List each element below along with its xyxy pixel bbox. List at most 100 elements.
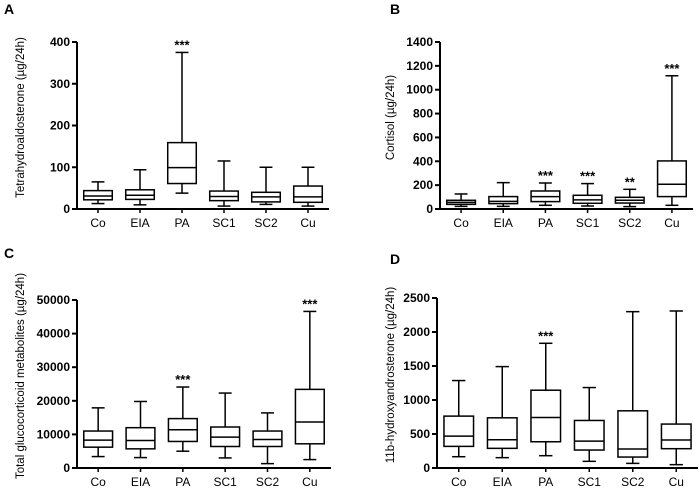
x-tick-label: SC1 <box>212 216 236 230</box>
box-co <box>445 193 477 208</box>
iqr-box <box>486 417 518 450</box>
box-eia <box>486 365 518 459</box>
y-tick-label: 400 <box>413 154 433 168</box>
y-axis-label: Total glucocorticoid metabolites (µg/24h… <box>15 273 27 479</box>
box-sc1 <box>210 392 241 459</box>
iqr-box <box>660 423 692 450</box>
significance-marker: *** <box>538 328 554 343</box>
y-tick-label: 20000 <box>37 394 71 408</box>
y-tick-label: 0 <box>63 202 70 216</box>
box-sc2 <box>617 310 649 465</box>
iqr-box <box>125 426 156 450</box>
panel-b: B Cortisol (µg/24h) 0 200 400 600 800 1000 1200 1… <box>385 1 693 230</box>
panel-label: B <box>390 1 400 17</box>
iqr-box <box>292 185 324 204</box>
y-tick-label: 800 <box>413 107 433 121</box>
x-tick-label: PA <box>175 475 190 489</box>
x-tick-label: SC2 <box>621 475 645 489</box>
box-pa: *** <box>530 168 561 207</box>
y-tick-label: 300 <box>50 77 70 91</box>
iqr-box <box>443 415 475 448</box>
panel-a: A Tetrahydroaldosterone (µg/24h) 0 100 200 30… <box>4 1 329 230</box>
y-tick-label: 200 <box>413 178 433 192</box>
y-tick-label: 2500 <box>403 291 430 305</box>
significance-marker: *** <box>538 168 554 183</box>
x-tick-label: PA <box>538 216 553 230</box>
box-pa: *** <box>166 37 198 194</box>
y-tick-label: 30000 <box>37 360 71 374</box>
box-co <box>82 181 114 205</box>
box-eia <box>125 400 156 459</box>
x-tick-label: Co <box>90 216 106 230</box>
x-tick-label: Cu <box>669 475 684 489</box>
y-tick-label: 2000 <box>403 325 430 339</box>
panel-label: C <box>4 245 14 261</box>
significance-marker: *** <box>174 37 190 52</box>
significance-marker: *** <box>302 296 318 311</box>
y-axis-label: 11b-hydroxyandrosterone (µg/24h) <box>385 287 397 464</box>
iqr-box <box>294 388 325 445</box>
y-tick-label: 1000 <box>406 83 433 97</box>
x-tick-label: Co <box>90 475 106 489</box>
iqr-box <box>573 419 605 451</box>
x-tick-label: SC2 <box>254 216 278 230</box>
x-tick-label: SC1 <box>576 216 600 230</box>
y-tick-label: 0 <box>423 461 430 475</box>
x-tick-label: EIA <box>493 475 512 489</box>
box-cu <box>292 166 324 207</box>
y-tick-label: 400 <box>50 35 70 49</box>
y-tick-label: 50000 <box>37 293 71 307</box>
iqr-box <box>82 189 114 201</box>
x-tick-label: SC2 <box>256 475 280 489</box>
box-sc1 <box>573 386 605 463</box>
iqr-box <box>530 389 562 443</box>
panel-d: D 11b-hydroxyandrosterone (µg/24h) 0 500 100… <box>385 251 698 489</box>
y-tick-label: 600 <box>413 130 433 144</box>
y-tick-label: 0 <box>63 461 70 475</box>
x-tick-label: EIA <box>131 475 150 489</box>
x-tick-label: Cu <box>302 475 317 489</box>
box-sc1: *** <box>572 169 603 207</box>
box-sc2 <box>252 412 283 465</box>
iqr-box <box>83 430 114 448</box>
significance-marker: *** <box>664 61 680 76</box>
y-tick-label: 500 <box>410 427 430 441</box>
box-co <box>443 379 475 458</box>
x-tick-label: Co <box>453 216 469 230</box>
significance-marker: *** <box>175 372 191 387</box>
x-tick-label: SC1 <box>578 475 602 489</box>
y-tick-label: 1400 <box>406 35 433 49</box>
x-tick-label: SC1 <box>213 475 237 489</box>
y-tick-label: 200 <box>50 119 70 133</box>
x-tick-label: Cu <box>664 216 679 230</box>
y-tick-label: 1200 <box>406 59 433 73</box>
y-tick-label: 0 <box>426 202 433 216</box>
box-eia <box>124 169 156 206</box>
box-co <box>83 407 114 458</box>
x-tick-label: Cu <box>300 216 315 230</box>
iqr-box <box>488 195 519 205</box>
y-tick-label: 1500 <box>403 359 430 373</box>
x-tick-label: PA <box>174 216 189 230</box>
box-pa: *** <box>530 328 562 457</box>
box-cu <box>660 310 692 466</box>
iqr-box <box>617 410 649 458</box>
significance-marker: *** <box>580 169 596 184</box>
significance-marker: ** <box>625 174 636 189</box>
box-sc1 <box>208 160 240 207</box>
box-sc2 <box>250 166 282 206</box>
y-tick-label: 100 <box>50 160 70 174</box>
y-axis-label: Tetrahydroaldosterone (µg/24h) <box>15 37 27 198</box>
box-eia <box>488 181 519 208</box>
box-pa: *** <box>167 372 198 452</box>
iqr-box <box>166 141 198 185</box>
y-tick-label: 10000 <box>37 427 71 441</box>
y-tick-label: 1000 <box>403 393 430 407</box>
x-tick-label: EIA <box>494 216 513 230</box>
panel-label: D <box>390 251 400 267</box>
x-tick-label: PA <box>538 475 553 489</box>
x-tick-label: Co <box>451 475 467 489</box>
panel-label: A <box>4 1 14 17</box>
box-cu: *** <box>294 296 325 461</box>
